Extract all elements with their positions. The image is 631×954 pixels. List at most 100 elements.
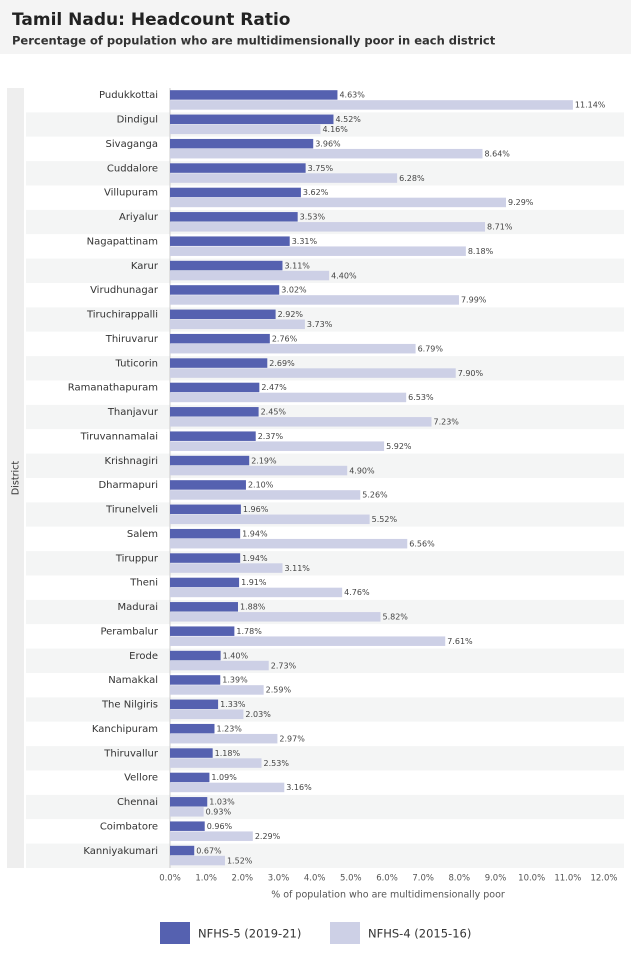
bar xyxy=(170,748,213,758)
y-tick-label: Tiruppur xyxy=(115,553,159,564)
x-tick-label: 9.0% xyxy=(485,874,507,884)
value-label: 2.53% xyxy=(264,759,290,768)
value-label: 9.29% xyxy=(508,198,534,207)
legend-label: NFHS-5 (2019-21) xyxy=(198,927,301,941)
value-label: 3.11% xyxy=(284,564,310,573)
value-label: 4.76% xyxy=(344,588,370,597)
value-label: 4.40% xyxy=(331,271,357,280)
row-band xyxy=(26,697,624,722)
y-tick-label: Sivaganga xyxy=(106,139,158,150)
bar xyxy=(170,602,238,612)
bar xyxy=(170,343,416,354)
value-label: 2.92% xyxy=(278,310,304,319)
bar xyxy=(170,441,385,451)
bar xyxy=(170,528,241,539)
value-label: 7.99% xyxy=(461,296,487,305)
bar xyxy=(170,163,306,173)
value-label: 6.79% xyxy=(418,344,444,353)
y-tick-label: Karur xyxy=(131,261,159,272)
y-tick-label: Ariyalur xyxy=(119,212,159,223)
y-axis-label: District xyxy=(11,461,22,495)
value-label: 2.76% xyxy=(272,334,298,343)
bar xyxy=(170,709,244,720)
y-tick-label: Tirunelveli xyxy=(105,505,158,516)
value-label: 2.45% xyxy=(261,408,287,417)
value-label: 1.09% xyxy=(211,773,237,782)
x-tick-label: 3.0% xyxy=(268,874,290,884)
value-label: 2.97% xyxy=(279,734,305,743)
bar xyxy=(170,538,408,549)
bar xyxy=(170,382,260,393)
legend-swatch xyxy=(160,922,190,944)
bar xyxy=(170,626,235,636)
y-tick-label: Ramanathapuram xyxy=(68,383,158,394)
value-label: 4.16% xyxy=(322,125,348,134)
bar xyxy=(170,431,256,441)
value-label: 7.23% xyxy=(433,418,459,427)
y-tick-label: Thiruvallur xyxy=(103,748,159,759)
y-tick-label: Namakkal xyxy=(108,675,158,686)
bar xyxy=(170,855,225,866)
x-tick-label: 0.0% xyxy=(159,874,181,884)
value-label: 2.29% xyxy=(255,832,281,841)
bar xyxy=(170,417,432,427)
chart-title: Tamil Nadu: Headcount Ratio xyxy=(12,10,290,30)
value-label: 4.63% xyxy=(339,91,365,100)
bar xyxy=(170,612,381,622)
y-tick-label: Dharmapuri xyxy=(98,480,158,491)
value-label: 6.56% xyxy=(409,539,435,548)
x-tick-label: 1.0% xyxy=(195,874,217,884)
value-label: 6.28% xyxy=(399,174,425,183)
legend-label: NFHS-4 (2015-16) xyxy=(368,927,471,941)
value-label: 1.91% xyxy=(241,578,267,587)
y-tick-label: Theni xyxy=(129,578,158,589)
value-label: 2.19% xyxy=(251,456,277,465)
value-label: 2.59% xyxy=(266,686,292,695)
bar xyxy=(170,636,446,646)
value-label: 1.52% xyxy=(227,856,253,865)
value-label: 2.10% xyxy=(248,481,274,490)
bar xyxy=(170,553,241,563)
row-band xyxy=(26,794,624,820)
y-tick-label: Vellore xyxy=(124,773,158,784)
y-tick-label: Kanchipuram xyxy=(92,724,158,735)
value-label: 6.53% xyxy=(408,393,434,402)
y-tick-label: Thanjavur xyxy=(107,407,159,418)
bar xyxy=(170,782,285,793)
value-label: 1.88% xyxy=(240,603,266,612)
bar xyxy=(170,114,334,125)
value-label: 5.26% xyxy=(362,491,388,500)
bar xyxy=(170,270,330,281)
bar xyxy=(170,455,250,466)
value-label: 1.03% xyxy=(209,798,235,807)
bar xyxy=(170,514,370,525)
bar xyxy=(170,392,407,403)
y-tick-label: Thiruvarur xyxy=(105,334,159,345)
value-label: 7.90% xyxy=(458,369,484,378)
bar xyxy=(170,675,221,685)
chart-subtitle: Percentage of population who are multidi… xyxy=(12,34,496,48)
value-label: 1.33% xyxy=(220,700,246,709)
x-tick-label: 7.0% xyxy=(412,874,434,884)
bar xyxy=(170,480,246,490)
row-band xyxy=(26,819,624,844)
value-label: 5.82% xyxy=(382,613,408,622)
header-band xyxy=(0,0,631,54)
value-label: 0.67% xyxy=(196,846,222,855)
value-label: 2.73% xyxy=(271,661,297,670)
value-label: 3.31% xyxy=(292,237,318,246)
bar xyxy=(170,821,205,831)
value-label: 1.94% xyxy=(242,554,268,563)
bar xyxy=(170,260,283,271)
value-label: 1.39% xyxy=(222,676,248,685)
bar xyxy=(170,319,305,330)
value-label: 8.18% xyxy=(468,247,494,256)
value-label: 0.96% xyxy=(207,822,233,831)
row-band xyxy=(26,307,624,332)
bar xyxy=(170,490,361,500)
value-label: 8.64% xyxy=(484,149,510,158)
bar xyxy=(170,138,314,149)
bar xyxy=(170,309,276,320)
x-tick-label: 12.0% xyxy=(590,874,617,884)
bar xyxy=(170,236,290,246)
